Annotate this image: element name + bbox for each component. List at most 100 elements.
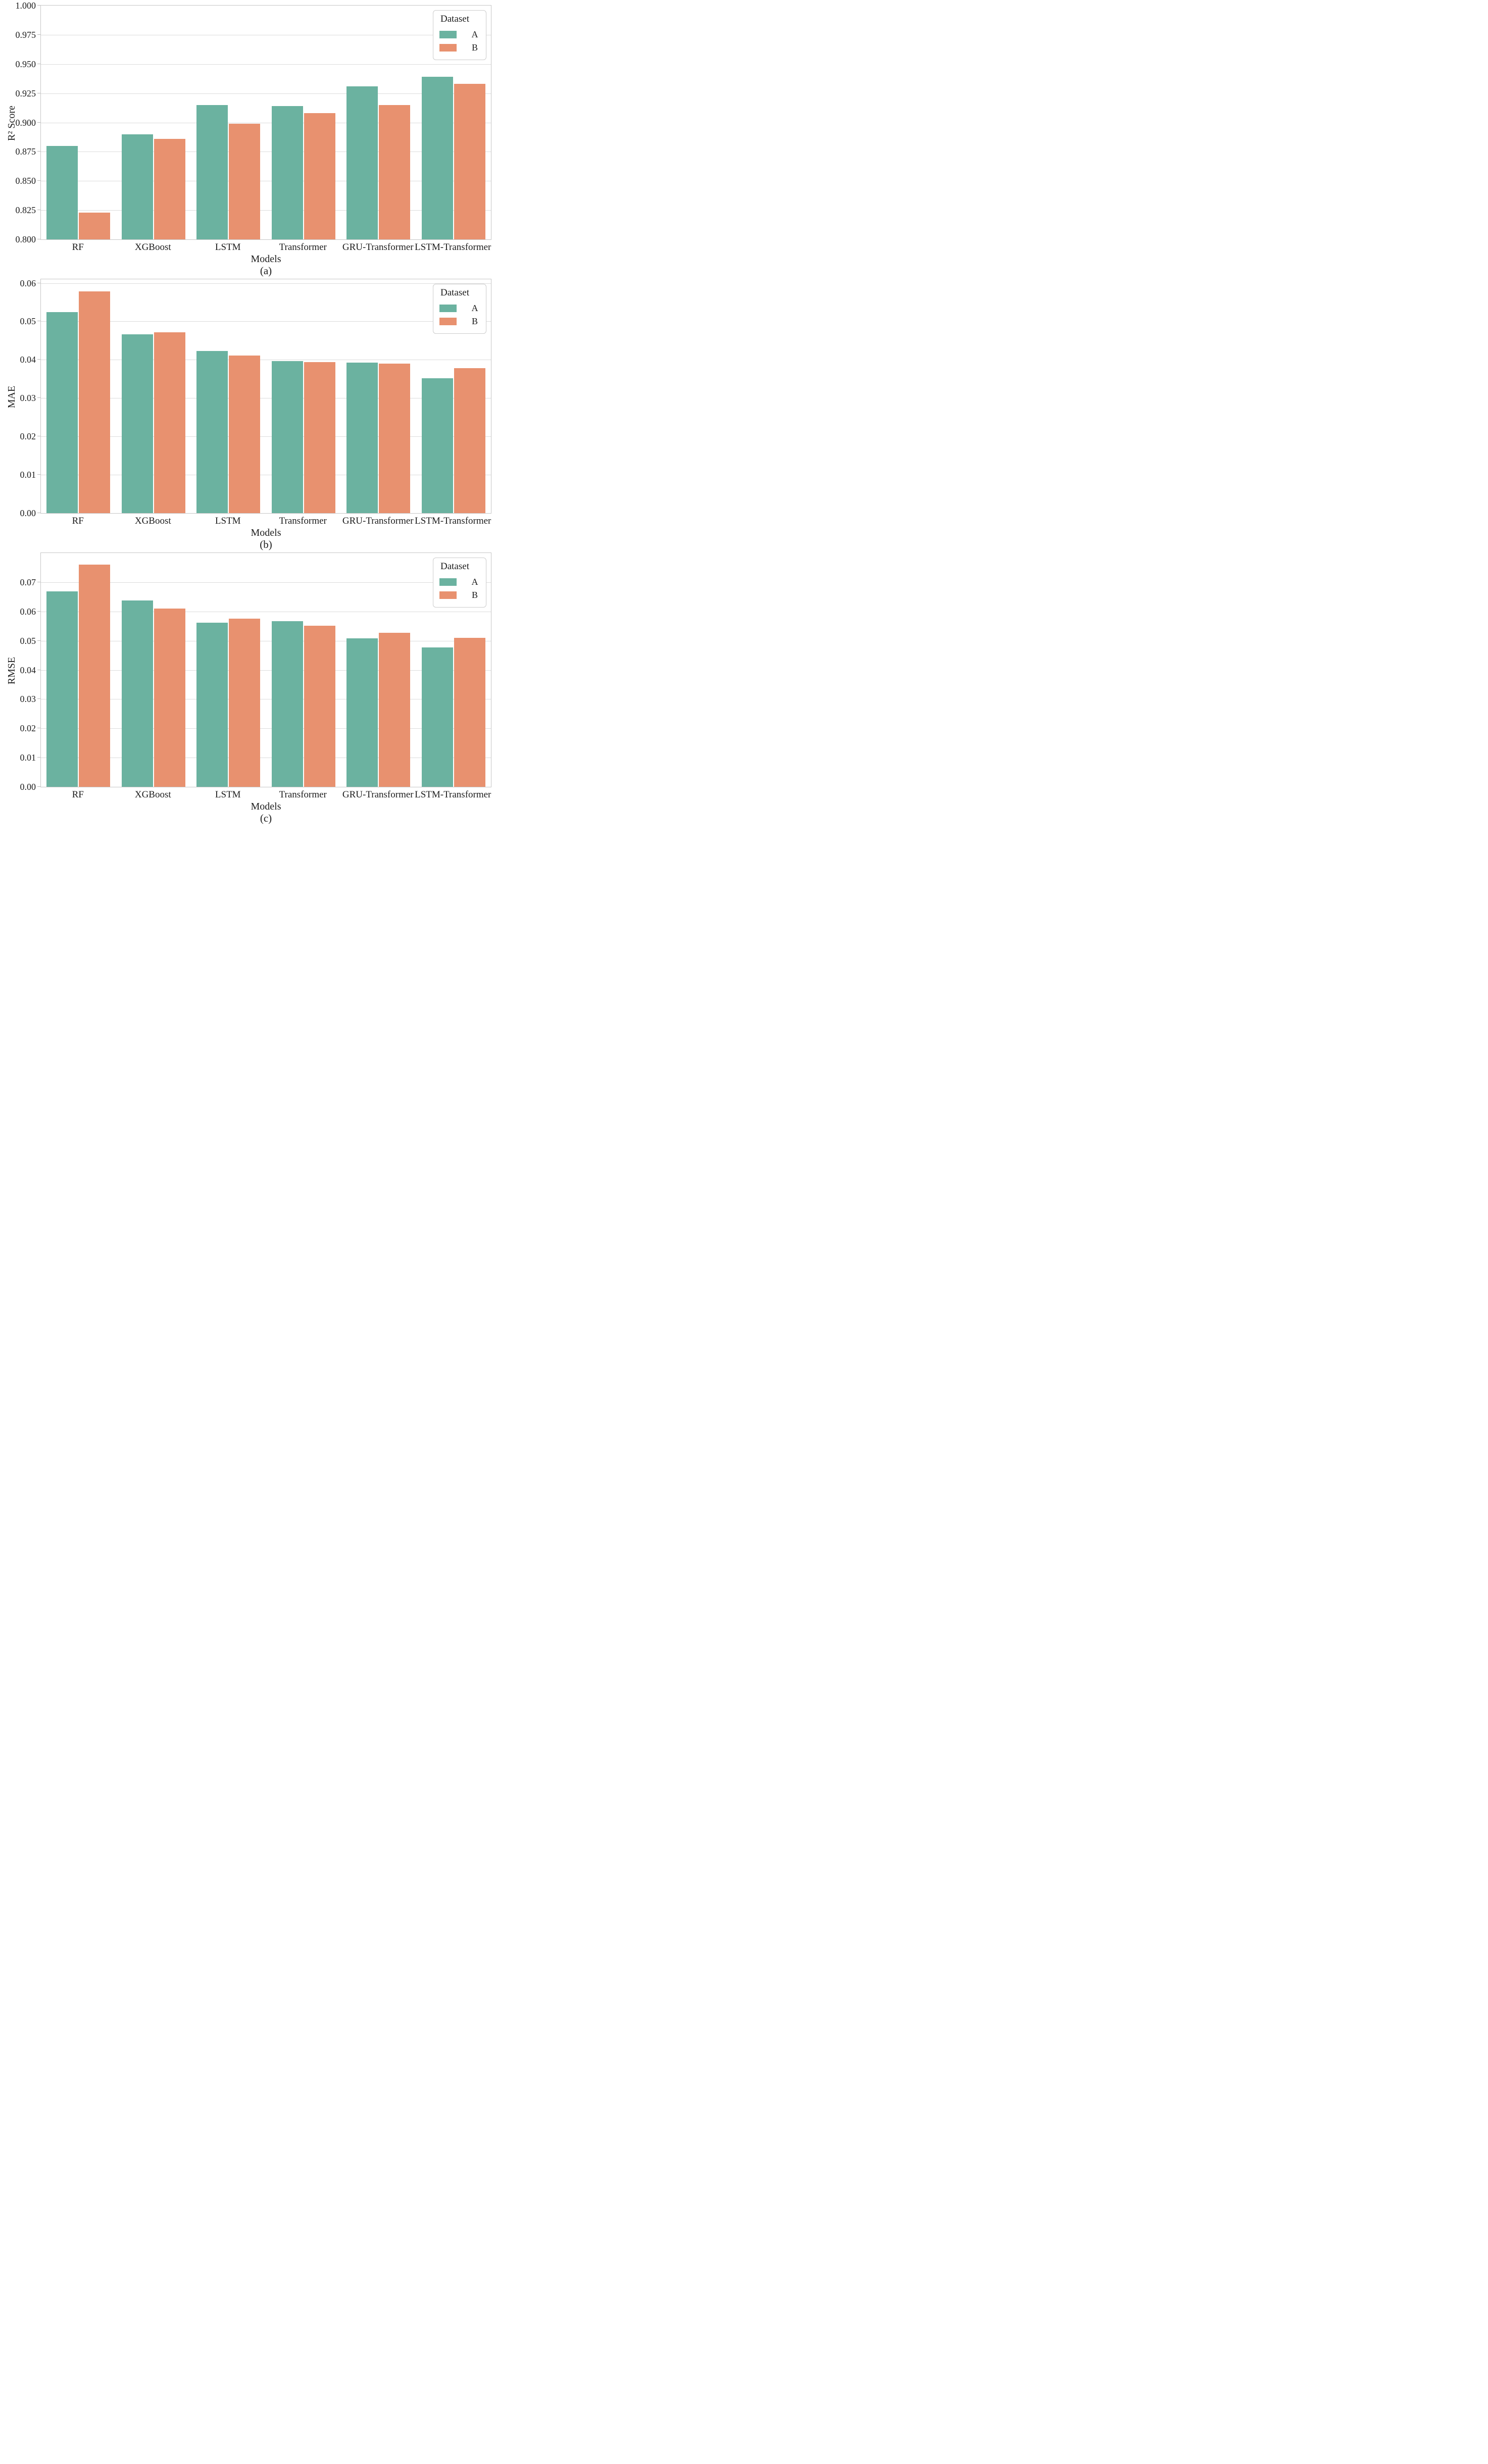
bar-lstm-transformer-a [421,378,453,513]
grid-line [41,670,491,671]
y-tick-label: 0.900 [15,117,36,128]
grid-line [41,728,491,729]
grid-line [41,436,491,437]
bar-lstm-b [229,619,261,787]
x-tick-label: GRU-Transformer [342,516,414,526]
panel-caption: (a) [260,265,272,277]
y-tick-label: 0.02 [20,723,36,734]
y-tick-mark [37,397,40,398]
bar-rf-b [79,212,111,239]
legend-swatch-icon [439,578,457,586]
x-tick-label: RF [72,242,84,253]
y-tick-label: 0.06 [20,606,36,617]
legend: Dataset A B [433,284,486,334]
bar-rf-b [79,564,111,787]
x-tick-label: XGBoost [134,789,171,800]
y-tick-label: 0.05 [20,316,36,327]
bar-lstm-transformer-b [454,368,485,513]
y-tick-mark [37,786,40,787]
legend-item-b: B [439,316,480,327]
bar-gru-transformer-b [379,633,411,787]
legend-title: Dataset [440,287,469,298]
bar-xgboost-a [121,134,153,239]
legend-title: Dataset [440,561,469,572]
legend-title: Dataset [440,14,469,24]
x-tick-label: LSTM [215,789,241,800]
bar-lstm-a [196,350,228,513]
bar-lstm-transformer-b [454,84,485,239]
bar-transformer-b [304,113,335,239]
bar-xgboost-a [121,334,153,513]
legend-swatch-icon [439,318,457,325]
x-axis-title: Models [251,801,281,812]
bar-lstm-transformer-a [421,77,453,239]
y-tick-label: 0.07 [20,577,36,587]
bar-transformer-b [304,626,335,787]
y-tick-mark [37,698,40,699]
y-tick-label: 0.01 [20,470,36,480]
x-tick-label: RF [72,516,84,526]
x-tick-label: RF [72,789,84,800]
x-tick-label: Transformer [279,789,327,800]
legend: Dataset A B [433,558,486,608]
y-tick-mark [37,611,40,612]
legend-swatch-icon [439,31,457,38]
bar-gru-transformer-b [379,363,411,513]
x-tick-label: GRU-Transformer [342,242,414,253]
legend-label: B [471,42,478,53]
y-tick-mark [37,5,40,6]
legend-label: A [471,303,478,313]
legend-item-a: A [439,29,480,40]
legend-label: A [471,29,478,39]
chart-panel-b: MAE Dataset A B Models (b) 0.00 0.01 0.02 0.0… [0,274,496,550]
legend-swatch-icon [439,44,457,52]
bar-rf-a [46,591,78,787]
bar-lstm-b [229,356,261,513]
bar-gru-transformer-a [346,638,378,787]
y-tick-mark [37,640,40,641]
y-tick-mark [37,34,40,35]
x-axis-title: Models [251,527,281,538]
plot-area: Dataset A B [40,279,491,514]
bar-lstm-transformer-a [421,647,453,787]
legend-swatch-icon [439,305,457,312]
y-tick-label: 0.04 [20,665,36,675]
x-tick-label: Transformer [279,242,327,253]
bar-rf-b [79,291,111,513]
bar-gru-transformer-a [346,86,378,239]
y-tick-mark [37,151,40,152]
y-tick-label: 0.975 [15,29,36,40]
legend-label: B [471,590,478,600]
bar-transformer-a [271,106,303,239]
y-tick-label: 0.05 [20,635,36,646]
y-tick-label: 0.950 [15,59,36,69]
y-tick-label: 0.925 [15,88,36,98]
y-tick-label: 0.875 [15,146,36,157]
y-tick-label: 0.00 [20,782,36,792]
panel-caption: (c) [260,812,272,824]
y-tick-mark [37,474,40,475]
x-tick-label: LSTM-Transformer [415,789,491,800]
y-tick-label: 0.06 [20,278,36,288]
legend-item-b: B [439,590,480,600]
grid-line [41,582,491,583]
y-tick-label: 0.01 [20,752,36,763]
y-tick-mark [37,122,40,123]
x-tick-label: LSTM [215,242,241,253]
bar-gru-transformer-a [346,363,378,513]
plot-area: Dataset A B [40,552,491,787]
grid-line [41,283,491,284]
x-tick-label: LSTM-Transformer [415,242,491,253]
y-tick-label: 0.800 [15,234,36,244]
grid-line [41,210,491,211]
y-tick-mark [37,180,40,181]
bar-transformer-b [304,362,335,513]
y-tick-label: 0.02 [20,431,36,442]
bar-lstm-transformer-b [454,637,485,787]
y-tick-label: 0.03 [20,694,36,705]
grid-line [41,321,491,322]
x-tick-label: XGBoost [134,242,171,253]
y-tick-label: 0.825 [15,205,36,216]
bar-rf-a [46,145,78,239]
plot-area: Dataset A B [40,5,491,240]
